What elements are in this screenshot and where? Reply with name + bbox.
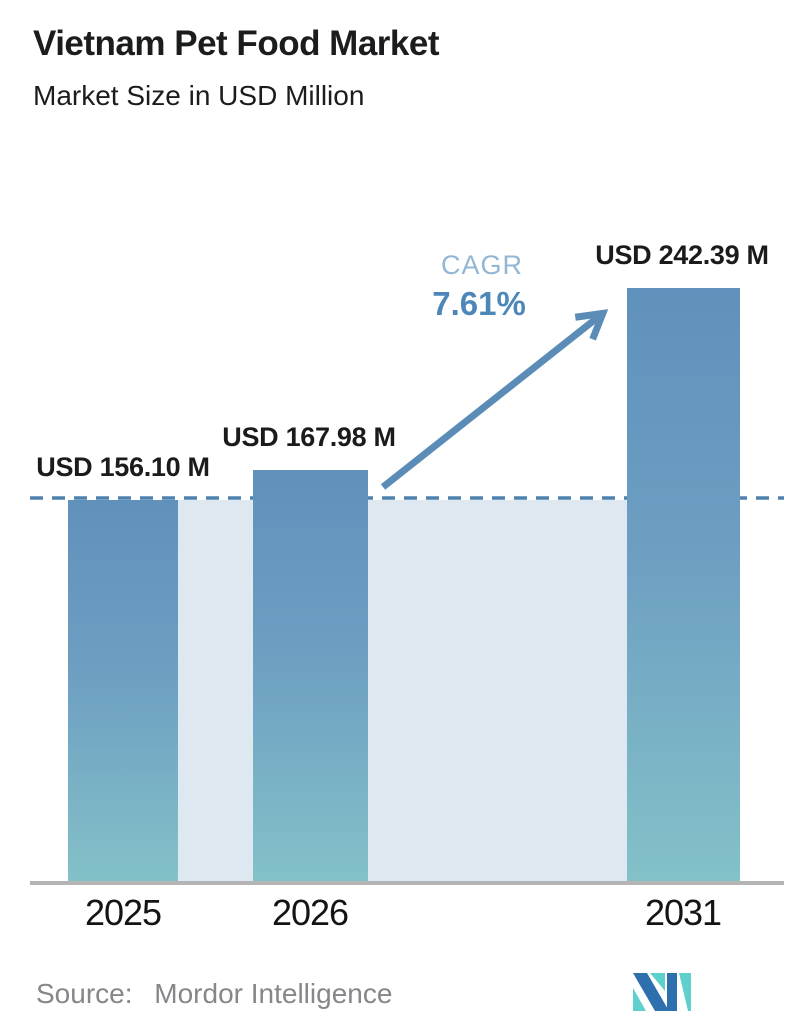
bar-2025 <box>68 500 178 884</box>
mordor-intelligence-logo <box>633 973 691 1011</box>
source-label: Source: <box>36 978 133 1009</box>
cagr-value: 7.61% <box>432 285 526 322</box>
logo-teal-right-triangle <box>679 973 691 1011</box>
logo-teal-top-triangle <box>650 973 665 991</box>
logo-blue-bar <box>667 973 677 1011</box>
cagr-label: CAGR <box>440 250 524 280</box>
x-axis-line <box>30 881 784 885</box>
bar-value-label-2025: USD 156.10 M <box>36 452 210 482</box>
bar-value-label-2026: USD 167.98 M <box>222 422 396 452</box>
logo-teal-left-wedge <box>633 988 646 1011</box>
chart-title: Vietnam Pet Food Market <box>33 24 440 63</box>
source-attribution: Source: Mordor Intelligence <box>36 978 392 1010</box>
source-value: Mordor Intelligence <box>154 978 393 1009</box>
growth-arrow <box>380 314 602 490</box>
chart-subtitle: Market Size in USD Million <box>33 80 365 111</box>
x-axis-label-2031: 2031 <box>644 892 722 933</box>
x-axis-label-2025: 2025 <box>84 892 162 933</box>
logo-blue-diagonal <box>633 973 669 1011</box>
bar-2031 <box>627 288 740 884</box>
x-axis-label-2026: 2026 <box>271 892 349 933</box>
bar-value-label-2031: USD 242.39 M <box>595 240 769 270</box>
bar-2026 <box>253 470 368 884</box>
